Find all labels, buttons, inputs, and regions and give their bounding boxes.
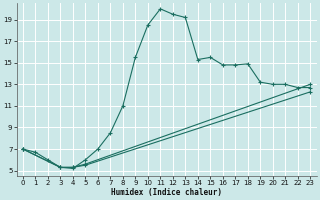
X-axis label: Humidex (Indice chaleur): Humidex (Indice chaleur) bbox=[111, 188, 222, 197]
